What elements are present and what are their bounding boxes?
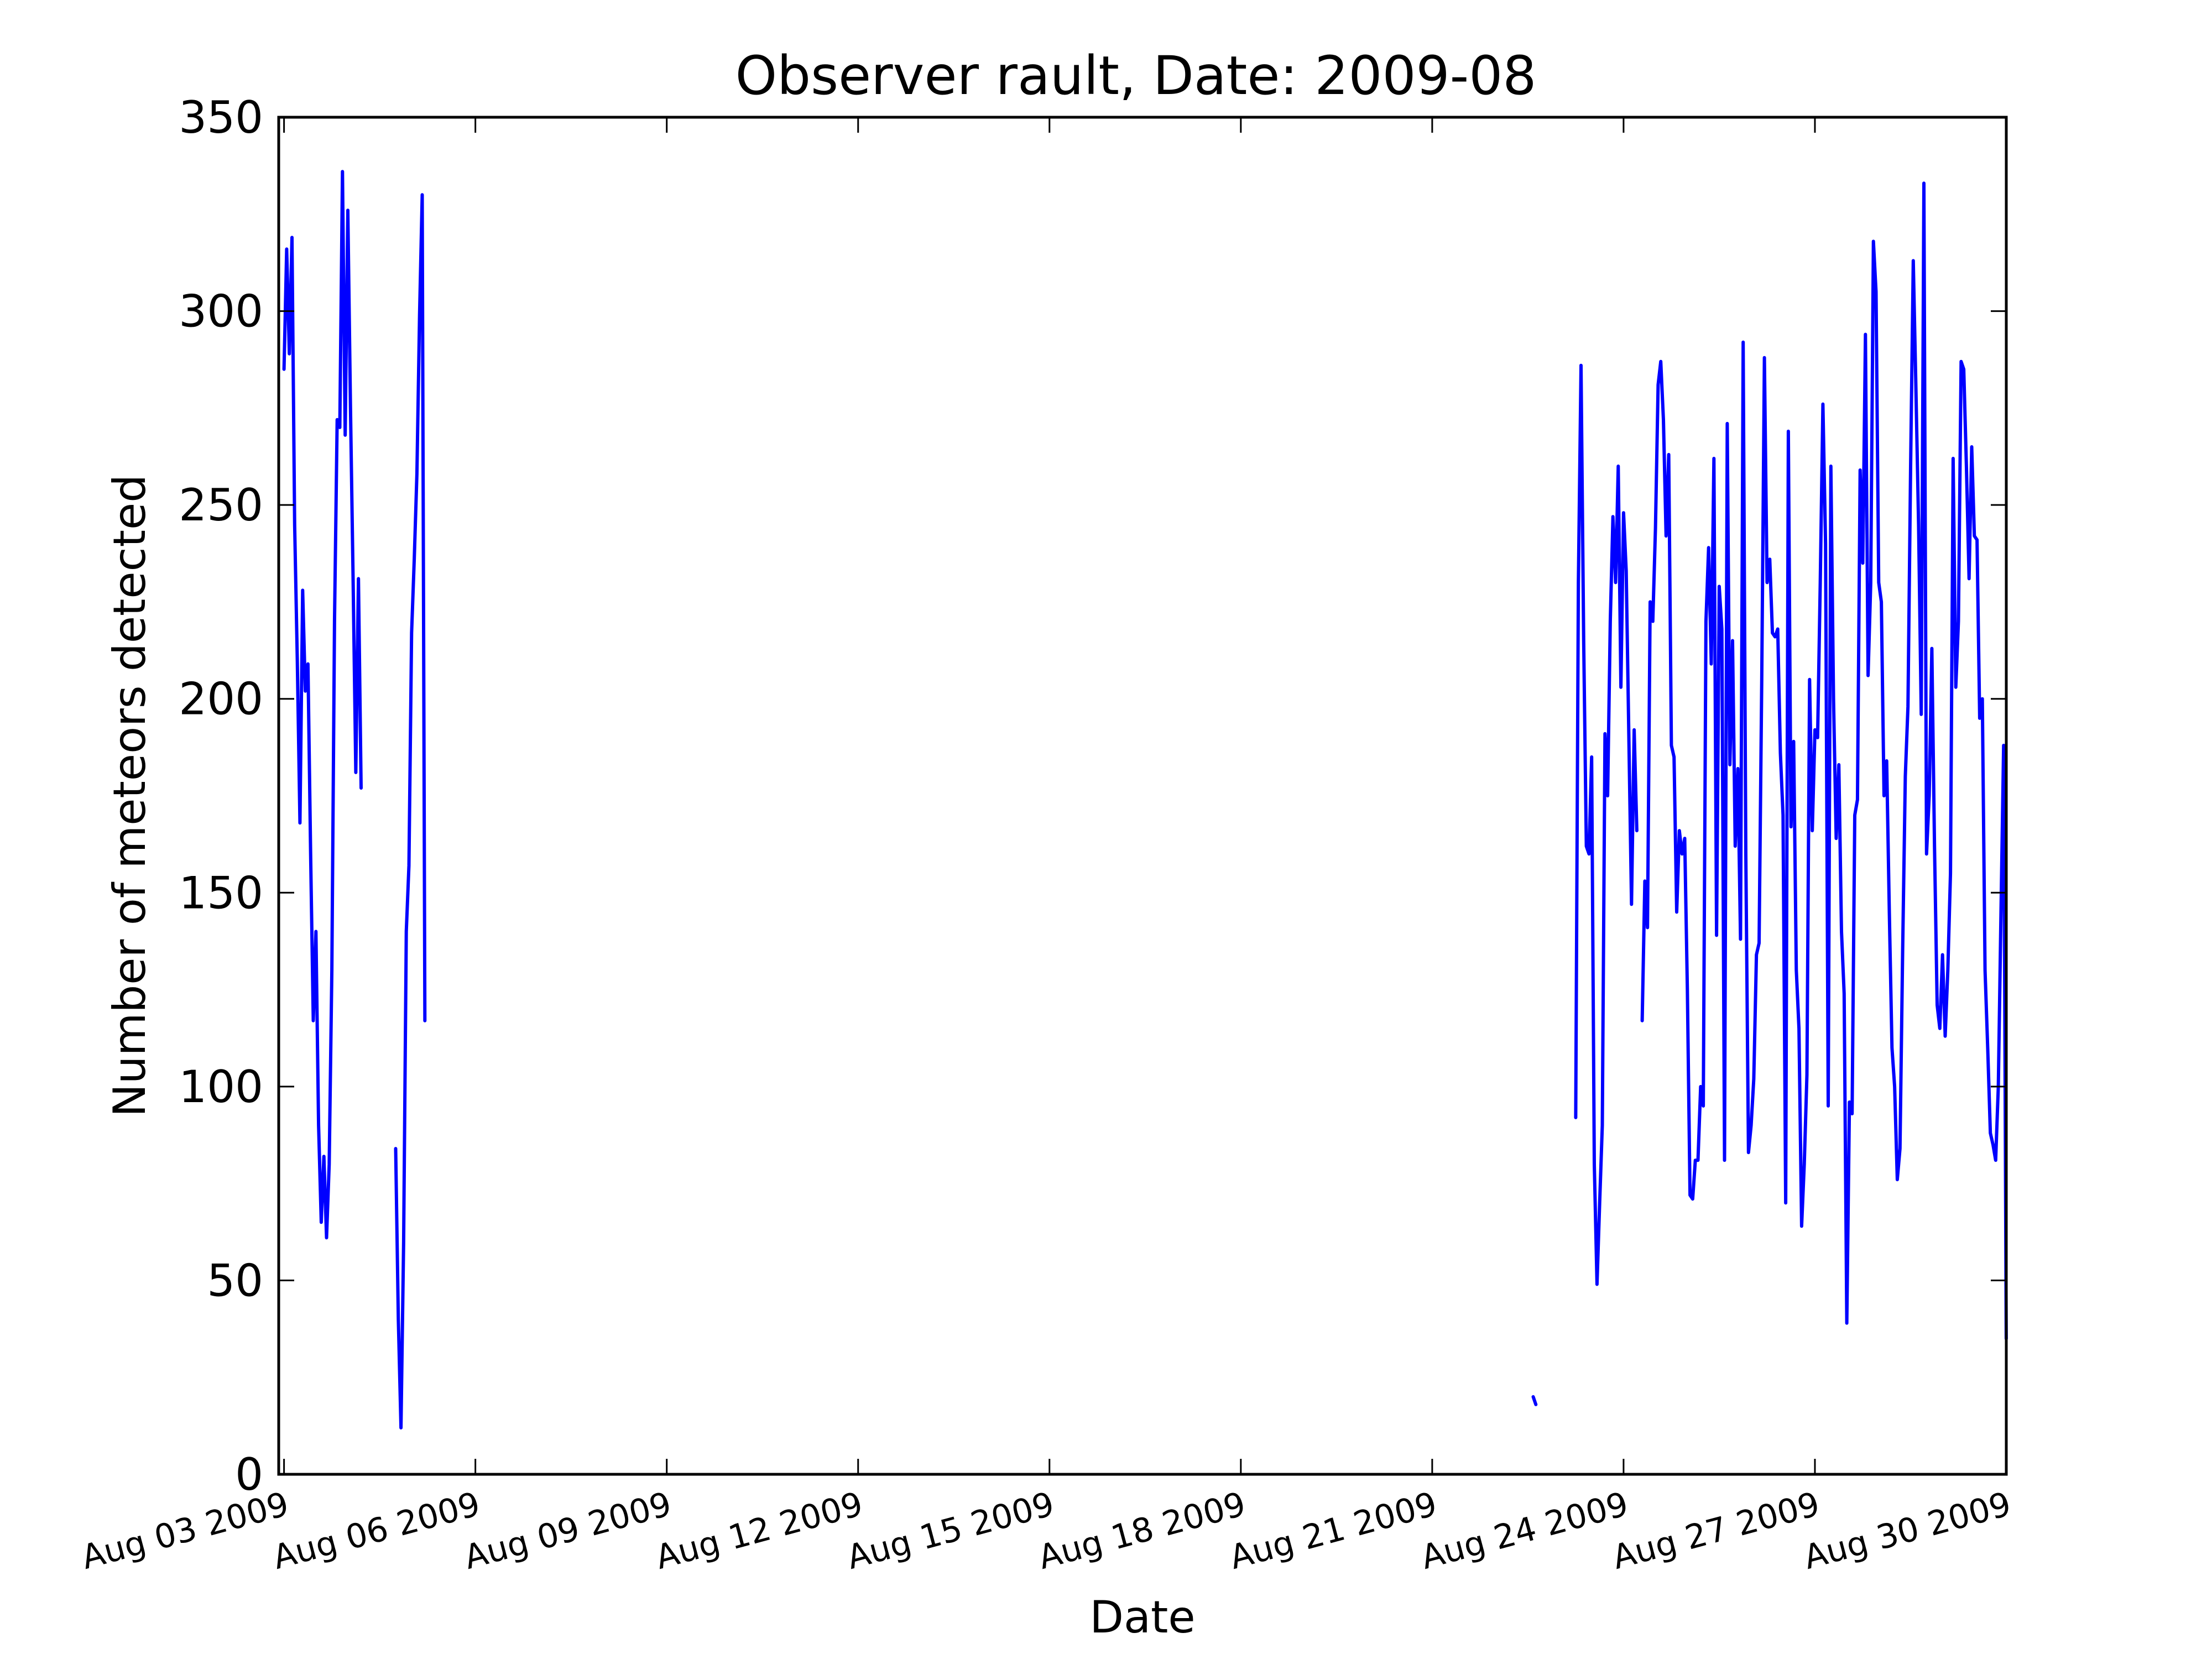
y-tick-label: 300 (179, 286, 263, 337)
y-tick-label: 0 (235, 1449, 263, 1500)
series-line-segment-1 (282, 170, 363, 1240)
y-tick-label: 150 (179, 867, 263, 919)
y-tick-label: 350 (179, 92, 263, 143)
series-layer (282, 170, 2008, 1430)
series-line-segment-5 (1640, 181, 2008, 1340)
series-line-segment-3 (1531, 1395, 1538, 1406)
chart-title: Observer rault, Date: 2009-08 (735, 45, 1537, 107)
y-tick-label: 100 (179, 1061, 263, 1113)
series-line-segment-4 (1574, 363, 1639, 1286)
series-line-segment-2 (394, 193, 427, 1430)
y-tick-label: 250 (179, 479, 263, 531)
x-axis-label: Date (1089, 1592, 1195, 1643)
y-tick-label: 200 (179, 674, 263, 725)
y-tick-label: 50 (207, 1255, 263, 1306)
y-axis-label: Number of meteors detected (104, 474, 155, 1117)
y-axis-ticks: 0 50 100 150 200 250 300 350 (179, 92, 2006, 1500)
plot-frame (277, 116, 2008, 1476)
